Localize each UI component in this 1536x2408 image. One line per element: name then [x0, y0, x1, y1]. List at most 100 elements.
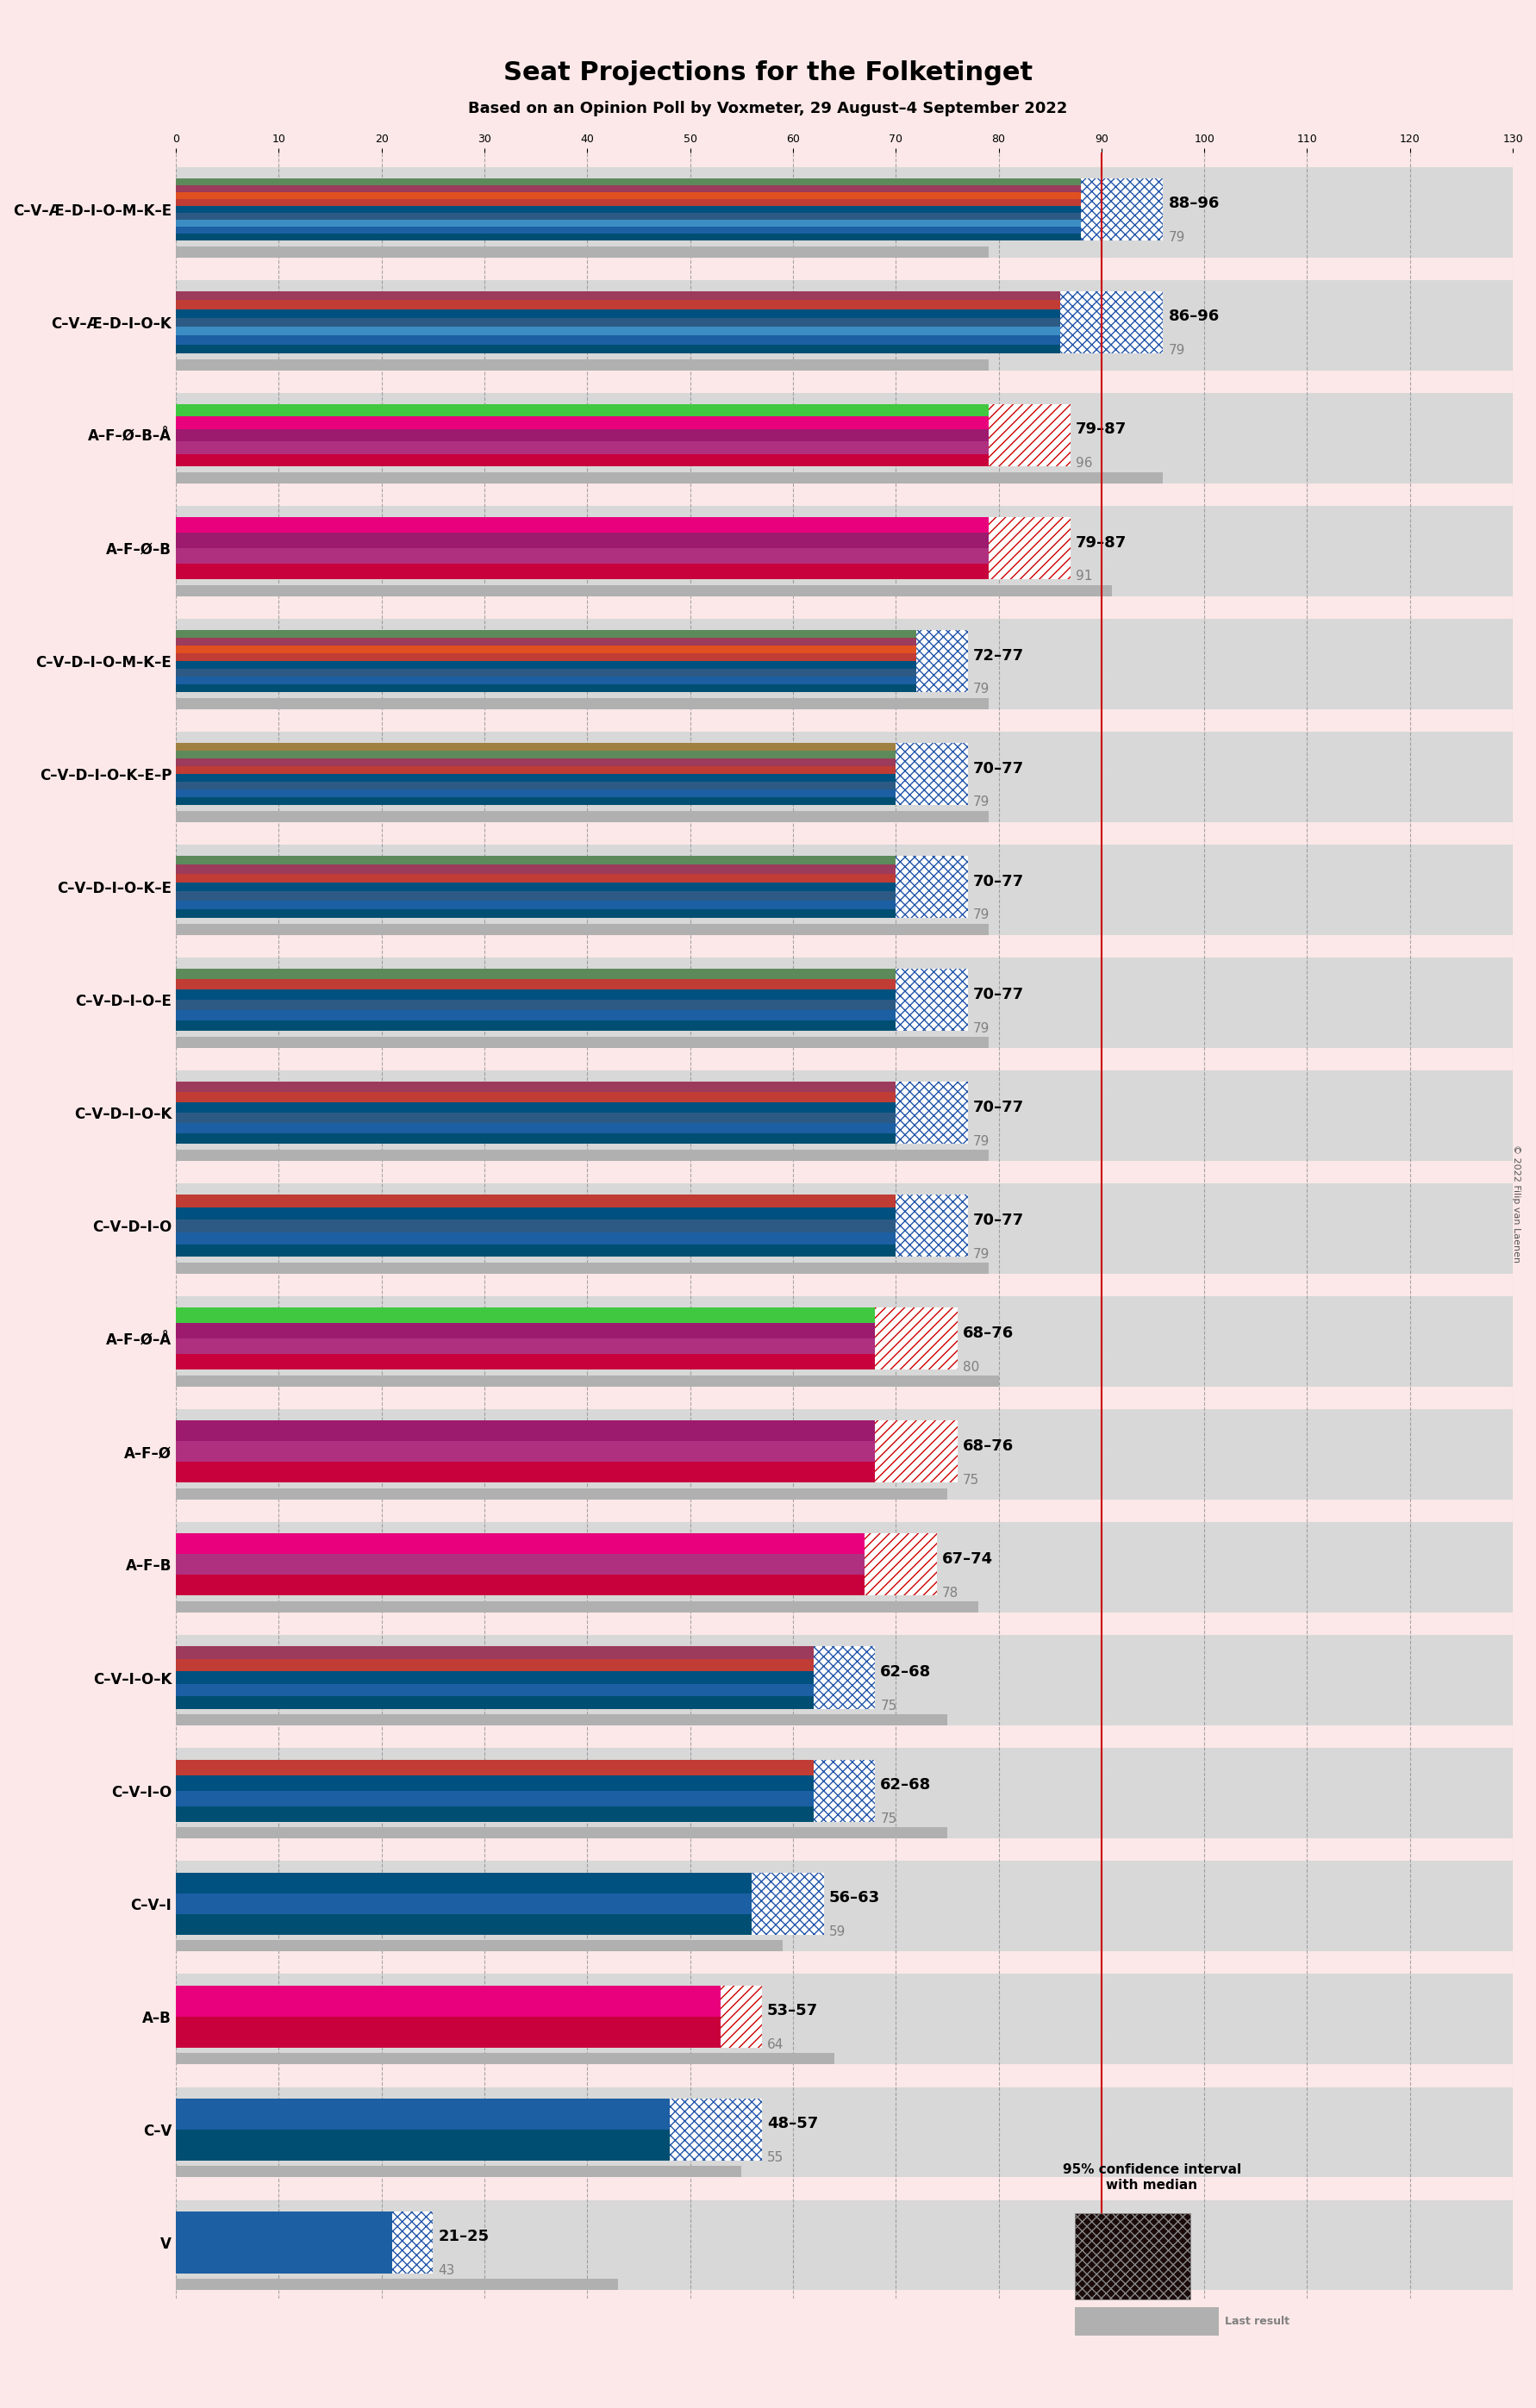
Bar [175, 766, 968, 773]
Text: 64: 64 [766, 2037, 783, 2052]
Bar [175, 2211, 433, 2273]
Bar [175, 811, 988, 821]
Bar [175, 910, 968, 917]
Bar [175, 2129, 762, 2160]
Bar [175, 619, 1513, 708]
Bar [175, 472, 1163, 484]
Bar [175, 884, 968, 891]
Bar [175, 185, 1163, 193]
Text: 95% confidence interval
with median: 95% confidence interval with median [1063, 2162, 1241, 2191]
Text: 62–68: 62–68 [880, 1664, 931, 1681]
Bar [175, 1575, 937, 1597]
Bar [175, 1442, 957, 1462]
Bar [175, 279, 1513, 371]
Bar [175, 1038, 988, 1047]
Text: 67–74: 67–74 [942, 1551, 992, 1568]
Bar [175, 2278, 617, 2290]
Bar [175, 1296, 1513, 1387]
Bar [175, 1941, 783, 1950]
Text: 70–77: 70–77 [972, 1100, 1025, 1115]
Bar [175, 585, 1112, 597]
Bar [876, 1421, 957, 1483]
Text: 56–63: 56–63 [829, 1890, 880, 1905]
Text: 79: 79 [972, 797, 989, 809]
Bar [175, 1695, 876, 1710]
Bar [175, 212, 1163, 219]
Text: Last result: Last result [1226, 2316, 1290, 2326]
Bar [917, 631, 968, 691]
Text: 70–77: 70–77 [972, 761, 1025, 775]
Bar [175, 393, 1513, 484]
Bar [175, 166, 1513, 258]
Bar [175, 1206, 968, 1218]
Bar [175, 773, 968, 783]
Bar [175, 864, 968, 874]
Bar [175, 790, 968, 797]
Text: 79–87: 79–87 [1075, 421, 1127, 438]
Bar [751, 1873, 823, 1934]
Text: 72–77: 72–77 [972, 648, 1025, 662]
Bar [1060, 291, 1163, 354]
Bar [175, 1409, 1513, 1500]
Bar [175, 291, 1163, 301]
Bar [175, 301, 1163, 308]
Bar [175, 1021, 968, 1031]
Text: 53–57: 53–57 [766, 2003, 819, 2018]
Text: © 2022 Filip van Laenen: © 2022 Filip van Laenen [1511, 1144, 1521, 1264]
Bar [175, 2054, 834, 2064]
Bar [876, 1308, 957, 1370]
Text: 43: 43 [438, 2264, 455, 2278]
Text: 91: 91 [1075, 571, 1092, 583]
Bar [175, 1324, 957, 1339]
Bar [175, 1375, 998, 1387]
Text: 59: 59 [829, 1926, 846, 1938]
Text: 79: 79 [1169, 344, 1184, 356]
Bar [175, 1103, 968, 1112]
Bar [175, 308, 1163, 318]
Bar [175, 925, 988, 934]
Bar [175, 1522, 1513, 1613]
Bar [895, 1194, 968, 1257]
Text: 79–87: 79–87 [1075, 535, 1127, 551]
Bar [175, 1462, 957, 1483]
Text: 79: 79 [972, 1247, 989, 1259]
Bar [175, 1182, 1513, 1274]
Bar [988, 518, 1071, 580]
Text: 86–96: 86–96 [1169, 308, 1220, 325]
Bar [175, 1233, 968, 1245]
Bar [175, 234, 1163, 241]
Bar [175, 1339, 957, 1353]
Bar [175, 744, 968, 751]
Bar [175, 1081, 968, 1093]
Bar [175, 344, 1163, 354]
Bar [175, 532, 1071, 549]
Bar [175, 631, 968, 638]
Bar [175, 1308, 957, 1324]
Bar [175, 891, 968, 901]
Bar [175, 1134, 968, 1144]
Bar [175, 549, 1071, 563]
Bar [814, 1760, 876, 1820]
Text: 75: 75 [963, 1474, 978, 1486]
Bar [175, 563, 1071, 580]
Bar [175, 1893, 823, 1914]
Bar [175, 1093, 968, 1103]
Bar [175, 1714, 948, 1727]
Text: 75: 75 [880, 1813, 897, 1825]
Bar [175, 1635, 1513, 1727]
Bar [175, 193, 1163, 200]
Bar [175, 1149, 988, 1161]
Bar [175, 1792, 876, 1806]
Text: 78: 78 [942, 1587, 958, 1599]
Bar [392, 2211, 433, 2273]
Bar [175, 417, 1071, 429]
Bar [814, 1647, 876, 1710]
Bar [175, 2015, 762, 2047]
Bar [175, 1647, 876, 1659]
Bar [175, 327, 1163, 335]
Bar [175, 246, 988, 258]
Bar [895, 744, 968, 804]
Bar [175, 1873, 823, 1893]
Bar [175, 759, 968, 766]
Bar [175, 429, 1071, 441]
